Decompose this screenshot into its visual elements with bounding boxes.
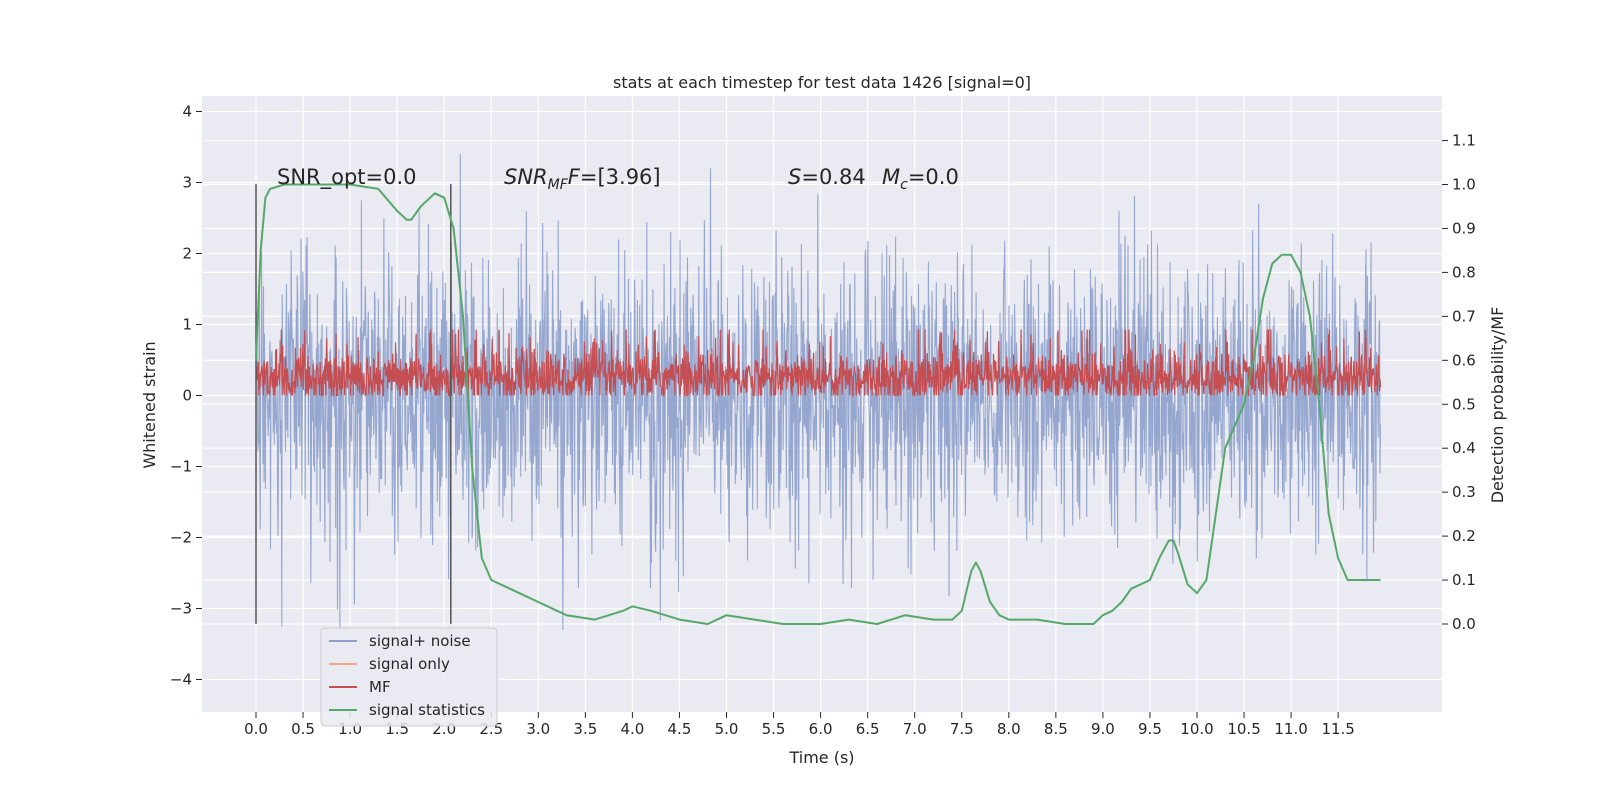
annotation-mc: Mc=0.0 [882, 165, 959, 193]
legend: signal+ noise signal only MF signal stat… [320, 627, 498, 727]
series-signal-statistics-line [255, 183, 1381, 625]
bottom-tick-label: 3.0 [526, 720, 550, 738]
legend-box [320, 627, 498, 727]
left-axis-ticks: 4 3 2 1 0 −1 −2 −3 −4 [170, 103, 202, 689]
y-axis-right-label: Detection probability/MF [1488, 307, 1507, 504]
bottom-tick-label: 10.0 [1180, 720, 1213, 738]
series-mf-line [255, 329, 1382, 398]
left-tick-label: −1 [170, 458, 192, 476]
signal-statistics-series [255, 183, 1381, 625]
right-tick-label: 0.7 [1452, 307, 1476, 325]
left-tick-label: −2 [170, 529, 192, 547]
bottom-tick-label: 0.5 [291, 720, 315, 738]
bottom-tick-label: 0.0 [244, 720, 268, 738]
right-tick-label: 0.0 [1452, 615, 1476, 633]
right-tick-label: 1.1 [1452, 132, 1476, 150]
right-tick-label: 1.0 [1452, 176, 1476, 194]
left-tick-label: 0 [182, 387, 192, 405]
mf-series [255, 329, 1382, 398]
series-signal-noise-line [255, 153, 1382, 630]
left-tick-label: 2 [182, 245, 192, 263]
left-tick-label: −3 [170, 600, 192, 618]
annotation-snr-mf: SNRMFF=[3.96] [504, 165, 661, 193]
right-tick-label: 0.8 [1452, 263, 1476, 281]
signal-noise-series [255, 153, 1382, 630]
right-tick-label: 0.9 [1452, 219, 1476, 237]
bottom-tick-label: 9.0 [1091, 720, 1115, 738]
bottom-tick-label: 6.0 [809, 720, 833, 738]
legend-label-signal-only: signal only [369, 655, 450, 673]
bottom-tick-label: 8.5 [1044, 720, 1068, 738]
vertical-markers [255, 183, 452, 625]
x-axis-label: Time (s) [788, 748, 854, 767]
annotations: SNR_opt=0.0 SNRMFF=[3.96] S=0.84 Mc=0.0 [277, 165, 959, 193]
left-tick-label: −4 [170, 671, 192, 689]
bottom-tick-label: 4.0 [620, 720, 644, 738]
annotation-s: S=0.84 [788, 165, 866, 189]
right-tick-label: 0.3 [1452, 483, 1476, 501]
legend-label-signal-noise: signal+ noise [369, 632, 471, 650]
left-tick-label: 4 [182, 103, 192, 121]
bottom-tick-label: 11.5 [1321, 720, 1354, 738]
chart-title: stats at each timestep for test data 142… [613, 73, 1031, 92]
right-tick-label: 0.4 [1452, 439, 1476, 457]
y-axis-label: Whitened strain [140, 341, 159, 468]
bottom-tick-label: 3.5 [573, 720, 597, 738]
left-tick-label: 3 [182, 174, 192, 192]
legend-label-mf: MF [369, 678, 391, 696]
right-tick-label: 0.1 [1452, 571, 1476, 589]
left-tick-label: 1 [182, 316, 192, 334]
right-axis-ticks: 1.1 1.0 0.9 0.8 0.7 0.6 0.5 0.4 0.3 0.2 0.1 0.0 [1442, 132, 1476, 633]
bottom-tick-label: 11.0 [1274, 720, 1307, 738]
bottom-tick-label: 10.5 [1227, 720, 1260, 738]
right-tick-label: 0.6 [1452, 351, 1476, 369]
bottom-tick-label: 5.0 [715, 720, 739, 738]
right-tick-label: 0.5 [1452, 395, 1476, 413]
bottom-tick-label: 5.5 [762, 720, 786, 738]
right-tick-label: 0.2 [1452, 527, 1476, 545]
bottom-tick-label: 7.5 [950, 720, 974, 738]
bottom-tick-label: 8.0 [997, 720, 1021, 738]
bottom-tick-label: 4.5 [668, 720, 692, 738]
bottom-tick-label: 6.5 [856, 720, 880, 738]
bottom-tick-label: 9.5 [1138, 720, 1162, 738]
legend-label-signal-statistics: signal statistics [369, 701, 485, 719]
bottom-tick-label: 7.0 [903, 720, 927, 738]
annotation-snr-opt: SNR_opt=0.0 [277, 165, 417, 190]
